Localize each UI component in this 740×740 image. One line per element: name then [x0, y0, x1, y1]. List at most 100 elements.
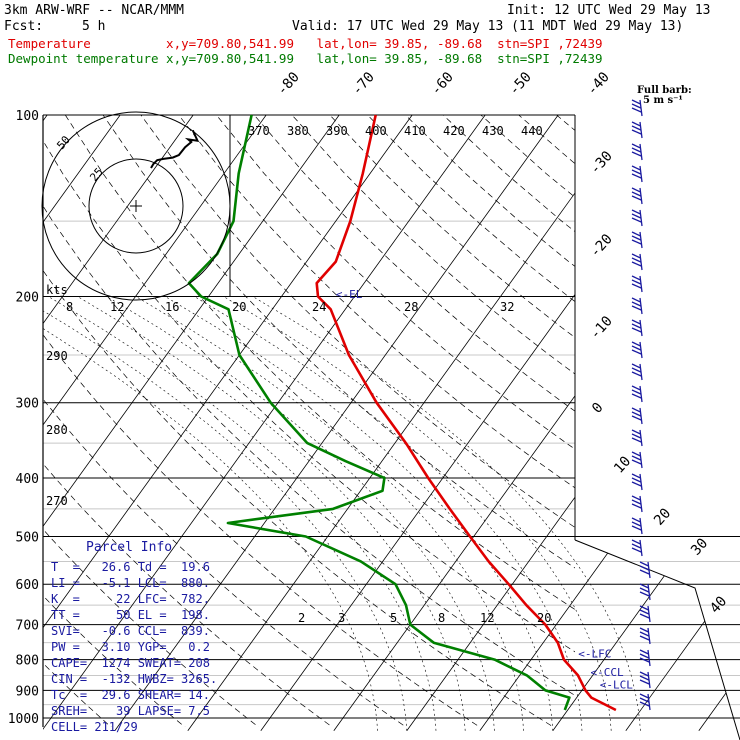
- hodograph-ring-outer: [41, 111, 231, 301]
- barb-flag: [631, 327, 642, 333]
- wind-barb-19: [631, 517, 643, 535]
- isotherm--80: [43, 115, 267, 732]
- isotherm-label--80: -80: [274, 69, 303, 99]
- barb-staff: [639, 319, 643, 337]
- barb-staff: [639, 473, 643, 491]
- barb-flag: [631, 191, 642, 197]
- wind-barb-11: [631, 341, 643, 359]
- wind-barb-25: [639, 649, 651, 667]
- barb-flag: [631, 187, 641, 193]
- dry-adiabat-300: [43, 205, 575, 696]
- theta-label-410: 410: [404, 124, 426, 138]
- theta-label-420: 420: [443, 124, 465, 138]
- barb-flag: [631, 209, 641, 215]
- wind-barb-16: [631, 451, 643, 469]
- barb-flag: [631, 301, 642, 307]
- barb-staff: [647, 693, 651, 711]
- isotherm--70: [43, 115, 340, 732]
- barb-staff: [647, 671, 651, 689]
- isotherm--90: [43, 115, 194, 732]
- barb-flag: [631, 165, 641, 171]
- barb-flag: [639, 693, 649, 699]
- parcel-info-title: Parcel Info: [86, 540, 173, 555]
- isotherm-label-0: 0: [589, 400, 607, 417]
- pressure-label-800: 800: [16, 654, 39, 669]
- barb-flag: [631, 213, 642, 219]
- isotherm-30: [625, 115, 740, 732]
- wind-barb-24: [639, 627, 651, 645]
- barb-flag: [631, 235, 642, 241]
- isotherm-label-10: 10: [611, 453, 634, 476]
- pressure-label-400: 400: [16, 472, 39, 487]
- temperature-legend: Temperature x,y=709.80,541.99 lat,lon= 3…: [8, 36, 603, 51]
- isotherm-label--40: -40: [584, 69, 613, 99]
- isotherm-label--50: -50: [506, 69, 535, 99]
- barb-staff: [639, 517, 643, 535]
- isotherm--110: [43, 115, 48, 732]
- barb-flag: [631, 107, 642, 113]
- parcel-info-row: CAPE= 1274 SWEAT= 208: [51, 656, 210, 670]
- dry-adiabat-290: [43, 269, 555, 727]
- mixing-ratio-top-32: 32: [500, 300, 514, 314]
- mixing-ratio-top-8: 8: [66, 300, 73, 314]
- barb-flag: [631, 147, 642, 153]
- barb-flag: [639, 653, 650, 659]
- barb-flag: [631, 261, 642, 267]
- barb-staff: [639, 429, 643, 447]
- isotherm--40: [114, 115, 559, 732]
- isotherm-40: [698, 115, 740, 732]
- isotherm-label--70: -70: [349, 69, 378, 99]
- theta-label-380: 380: [287, 124, 309, 138]
- barb-flag: [631, 407, 641, 413]
- theta-left-label-290: 290: [46, 349, 68, 363]
- dry-adiabat-320: [65, 115, 575, 610]
- barb-staff: [639, 121, 643, 139]
- parcel-info-row: TT = 50 EL = 198.: [51, 608, 210, 622]
- valid-time: Valid: 17 UTC Wed 29 May 13 (11 MDT Wed …: [292, 19, 684, 34]
- parcel-info-row: SREH= 39 LAPSE= 7.5: [51, 704, 210, 718]
- dry-adiabat-280: [43, 334, 481, 727]
- barb-staff: [639, 165, 643, 183]
- barb-staff: [639, 275, 643, 293]
- barb-flag: [631, 341, 641, 347]
- dry-adiabat-410: [405, 115, 575, 267]
- barb-legend-units: 5 m s⁻¹: [643, 95, 683, 106]
- isotherm-0: [406, 115, 740, 732]
- barb-flag: [631, 473, 641, 479]
- theta-label-440: 440: [521, 124, 543, 138]
- forecast-value: 5 h: [82, 19, 106, 34]
- barb-staff: [639, 253, 643, 271]
- barb-flag: [639, 565, 650, 571]
- wind-barb-1: [631, 121, 643, 139]
- barb-flag: [639, 679, 650, 685]
- dry-adiabat-230: [43, 662, 112, 727]
- barb-flag: [639, 631, 650, 637]
- barb-flag: [631, 411, 642, 417]
- barb-flag: [631, 459, 642, 465]
- theta-label-400: 400: [365, 124, 387, 138]
- barb-flag: [631, 173, 642, 179]
- parcel-info-row: Tc = 29.6 SHEAR= 14.: [51, 688, 210, 702]
- hodograph-ring-label-50: 50: [54, 133, 72, 152]
- barb-flag: [639, 657, 650, 663]
- isotherms: [43, 115, 740, 732]
- wind-barbs: [631, 99, 651, 711]
- barb-flag: [639, 649, 649, 655]
- dry-adiabat-440: [518, 115, 575, 165]
- wind-barb-14: [631, 407, 643, 425]
- dewpoint-legend: Dewpoint temperature x,y=709.80,541.99 l…: [8, 51, 603, 66]
- barb-flag: [631, 477, 642, 483]
- parcel-info-row: SVI= -0.6 CCL= 839.: [51, 624, 210, 638]
- parcel-info-row: T = 26.6 Td = 19.6: [51, 560, 210, 574]
- moist-adiabat-8: [77, 296, 466, 731]
- barb-staff: [639, 363, 643, 381]
- barb-staff: [639, 99, 643, 117]
- wind-barb-0: [631, 99, 643, 117]
- isotherm--30: [187, 115, 632, 732]
- barb-flag: [631, 257, 642, 263]
- model-title: 3km ARW-WRF -- NCAR/MMM: [4, 3, 185, 18]
- mixing-ratio-top-16: 16: [165, 300, 179, 314]
- wind-barb-21: [639, 561, 651, 579]
- barb-flag: [631, 195, 642, 201]
- barb-flag: [639, 701, 650, 707]
